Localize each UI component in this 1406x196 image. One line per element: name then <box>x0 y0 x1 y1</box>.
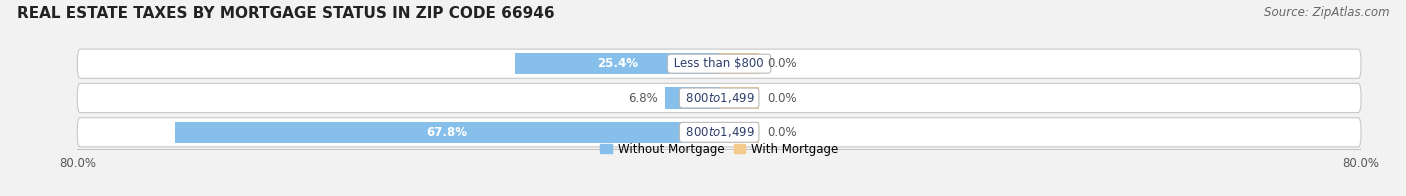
Text: REAL ESTATE TAXES BY MORTGAGE STATUS IN ZIP CODE 66946: REAL ESTATE TAXES BY MORTGAGE STATUS IN … <box>17 6 554 21</box>
Text: 67.8%: 67.8% <box>426 126 468 139</box>
Text: Source: ZipAtlas.com: Source: ZipAtlas.com <box>1264 6 1389 19</box>
Text: 25.4%: 25.4% <box>596 57 638 70</box>
FancyBboxPatch shape <box>77 118 1361 147</box>
Text: 0.0%: 0.0% <box>768 126 797 139</box>
Text: 6.8%: 6.8% <box>628 92 658 104</box>
Bar <box>516 53 720 74</box>
Text: Less than $800: Less than $800 <box>671 57 768 70</box>
FancyBboxPatch shape <box>77 49 1361 78</box>
FancyBboxPatch shape <box>77 83 1361 113</box>
Bar <box>720 87 759 109</box>
Bar <box>176 122 720 143</box>
Bar <box>665 87 720 109</box>
Bar <box>720 53 759 74</box>
Text: $800 to $1,499: $800 to $1,499 <box>682 125 756 139</box>
Text: 0.0%: 0.0% <box>768 57 797 70</box>
Text: $800 to $1,499: $800 to $1,499 <box>682 91 756 105</box>
Text: 0.0%: 0.0% <box>768 92 797 104</box>
Bar <box>720 122 759 143</box>
Legend: Without Mortgage, With Mortgage: Without Mortgage, With Mortgage <box>600 143 838 156</box>
